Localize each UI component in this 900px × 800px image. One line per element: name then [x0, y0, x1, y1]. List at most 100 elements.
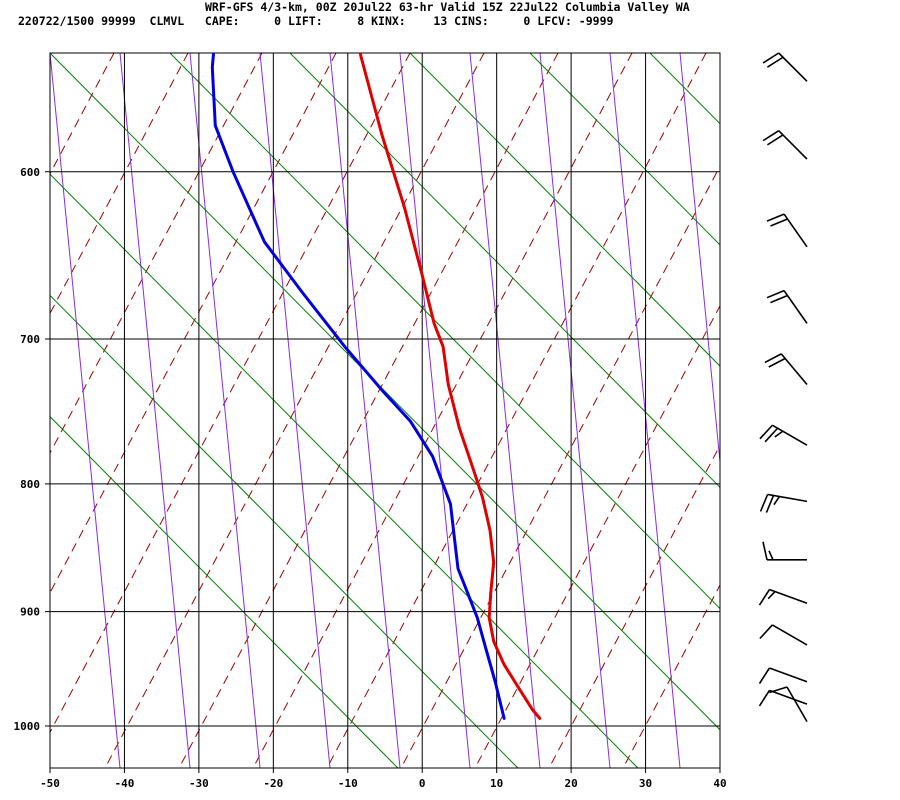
x-tick-label: 40 [713, 777, 726, 790]
dry-adiabat-line [50, 53, 189, 315]
barb-feather [774, 430, 784, 438]
barb-staff [783, 290, 808, 324]
wind-barbs [758, 52, 808, 723]
barb-staff [780, 353, 808, 386]
barb-staff [771, 424, 808, 446]
barb-feather [768, 357, 786, 368]
y-tick-label: 600 [20, 166, 40, 179]
dry-adiabat-line [400, 165, 720, 768]
moist-adiabat-line [890, 53, 900, 768]
barb-feather [759, 424, 773, 440]
barb-feather [758, 667, 771, 685]
wind-barb [764, 353, 808, 386]
moist-adiabat-line [469, 53, 541, 768]
barb-feather [770, 294, 788, 304]
y-tick-label: 700 [20, 333, 40, 346]
barb-feather [765, 495, 775, 513]
x-tick-label: -10 [338, 777, 358, 790]
moist-adiabat-line [50, 762, 51, 768]
barb-staff [778, 52, 808, 82]
mixing-ratio-line [50, 415, 399, 768]
barb-feather [762, 52, 780, 64]
moist-adiabat-line [259, 53, 331, 768]
barb-staff [783, 213, 808, 248]
barb-staff [786, 686, 808, 723]
dry-adiabat-line [50, 53, 411, 734]
barb-staff [769, 667, 808, 683]
dry-adiabat-line [50, 53, 115, 175]
chart-title: WRF-GFS 4/3-km, 00Z 20Jul22 63-hr Valid … [205, 0, 690, 14]
barb-feather [758, 589, 771, 606]
x-tick-label: 20 [564, 777, 577, 790]
wind-barb [759, 624, 808, 646]
x-tick-label: -20 [263, 777, 283, 790]
x-tick-label: -40 [115, 777, 135, 790]
moist-adiabat-line [820, 53, 890, 768]
station-indices: 220722/1500 99999 CLMVL CAPE: 0 LIFT: 8 … [18, 14, 614, 28]
barb-feather [762, 541, 768, 561]
moist-adiabat-line [399, 53, 471, 768]
wind-barb [766, 213, 808, 248]
moist-adiabat-line [750, 53, 820, 768]
y-tick-label: 900 [20, 606, 40, 619]
barb-feather [768, 550, 774, 561]
x-tick-label: 30 [639, 777, 652, 790]
barb-feather [758, 689, 771, 707]
barb-feather [759, 494, 769, 512]
mixing-ratio-line [169, 53, 720, 610]
barb-staff [778, 130, 808, 160]
barb-feather [769, 686, 788, 694]
dry-adiabat-line [622, 584, 720, 768]
barb-staff [769, 689, 808, 705]
dewpoint-profile [210, 53, 506, 720]
x-tick-label: 0 [419, 777, 426, 790]
moist-adiabat-line [189, 53, 261, 768]
moist-adiabat-line [50, 53, 121, 768]
barb-feather [759, 624, 773, 640]
wind-barb [762, 541, 807, 561]
mixing-ratio-line [890, 53, 900, 768]
barb-staff [771, 624, 808, 646]
moist-adiabat-line [679, 53, 720, 467]
wind-barb [769, 686, 808, 723]
barb-feather [766, 213, 785, 222]
grid [45, 52, 721, 773]
wind-barb [759, 493, 808, 513]
chart-header: WRF-GFS 4/3-km, 00Z 20Jul22 63-hr Valid … [0, 0, 900, 30]
barb-feather [764, 427, 779, 443]
temperature-profile [358, 53, 542, 720]
dry-adiabat-line [0, 53, 40, 768]
wind-barb [762, 130, 808, 160]
mixing-ratio-line [649, 53, 720, 125]
reference-lines [0, 53, 900, 768]
mixing-ratio-line [409, 53, 720, 367]
x-tick-label: -30 [189, 777, 209, 790]
barb-feather [767, 591, 776, 600]
barb-feather [766, 289, 785, 299]
barb-feather [773, 496, 781, 506]
wind-barb [758, 588, 808, 606]
barb-staff [767, 493, 808, 503]
wind-barb [759, 424, 808, 446]
mixing-ratio-line [50, 173, 639, 768]
barb-feather [766, 56, 784, 68]
plot-frame [49, 52, 721, 769]
barb-feather [762, 130, 780, 142]
profiles [210, 53, 542, 720]
y-tick-label: 1000 [14, 720, 41, 733]
wind-barb [758, 689, 808, 707]
axis-labels: -50-40-30-20-100102030404005006007008009… [14, 166, 727, 790]
x-tick-label: 10 [490, 777, 503, 790]
mixing-ratio-line [50, 53, 720, 731]
barb-staff [769, 588, 808, 604]
dry-adiabat-line [548, 444, 720, 768]
x-tick-label: -50 [40, 777, 60, 790]
mixing-ratio-line [50, 294, 519, 768]
wind-barb [758, 667, 808, 685]
mixing-ratio-line [289, 53, 720, 489]
moist-adiabat-line [609, 53, 681, 768]
moist-adiabat-line [119, 53, 191, 768]
y-tick-label: 800 [20, 478, 40, 491]
barb-feather [766, 134, 784, 146]
